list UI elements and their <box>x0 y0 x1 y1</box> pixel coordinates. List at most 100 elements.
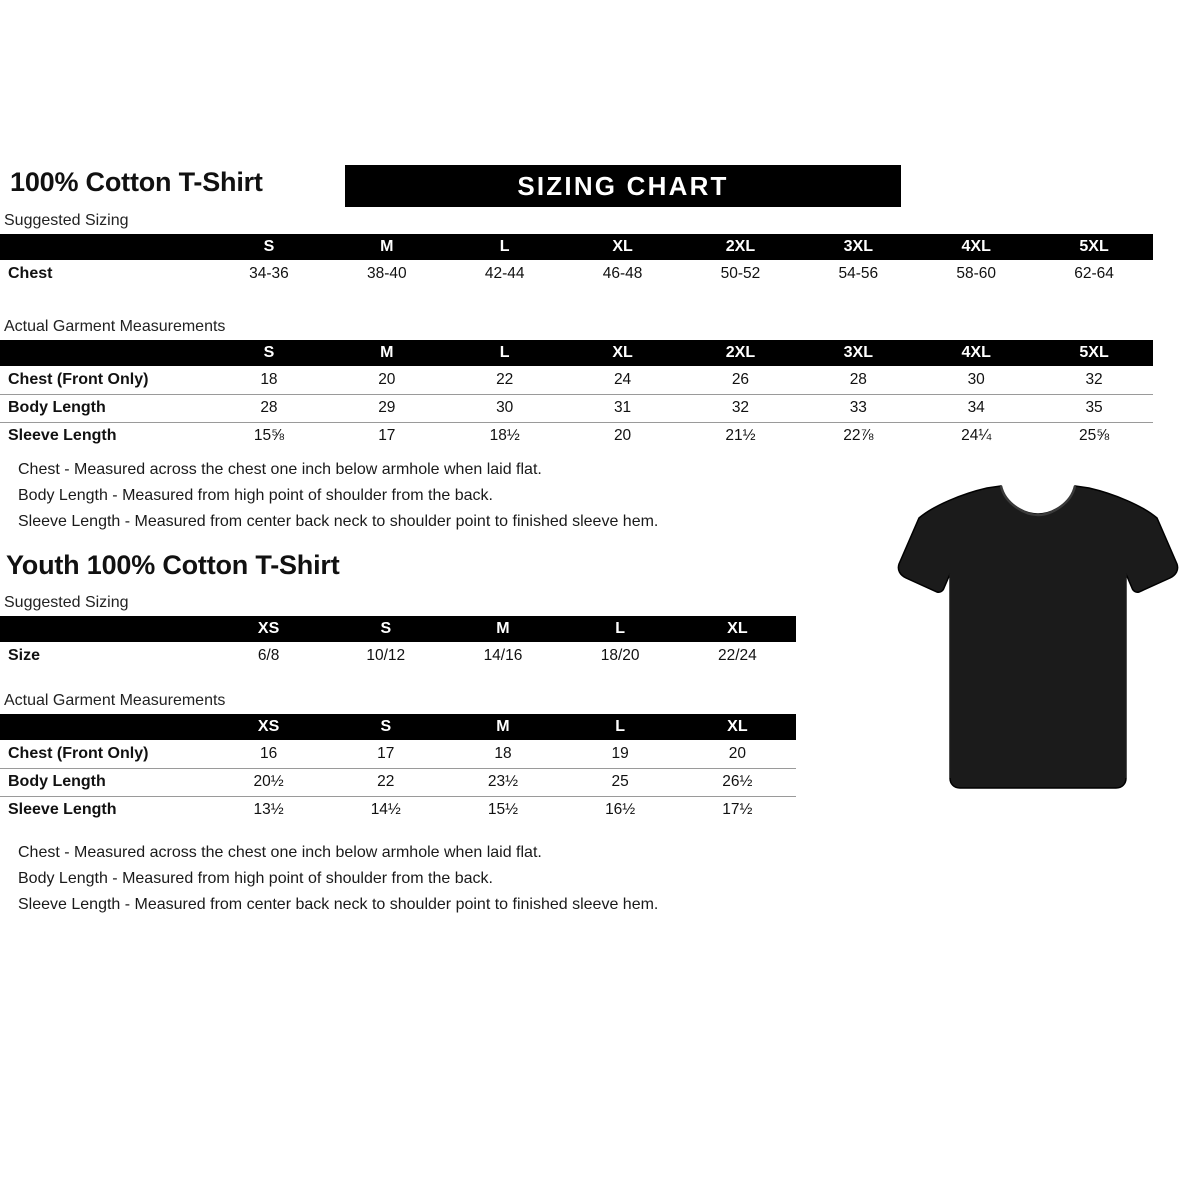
table-cell: 17½ <box>678 795 796 824</box>
table-cell: 22⅞ <box>799 421 918 450</box>
adult-suggested-sizing-table: S M L XL 2XL 3XL 4XL 5XL Chest 34-36 38-… <box>0 234 1153 288</box>
table-cell: 20 <box>728 744 746 762</box>
column-header: L <box>615 718 626 735</box>
column-header: 4XL <box>961 238 991 255</box>
sizing-chart-banner-label: SIZING CHART <box>517 170 729 201</box>
table-row: Size 6/8 10/12 14/16 18/20 22/24 <box>0 642 796 670</box>
row-label: Body Length <box>0 767 210 796</box>
column-header: XS <box>257 718 280 735</box>
note-line: Body Length - Measured from high point o… <box>18 487 493 504</box>
column-header: M <box>380 344 394 361</box>
column-header: S <box>380 718 392 735</box>
adult-suggested-sizing-label: Suggested Sizing <box>4 212 129 229</box>
table-cell: 13½ <box>210 795 328 824</box>
table-cell: 33 <box>799 393 918 422</box>
note-line: Body Length - Measured from high point o… <box>18 870 493 887</box>
table-cell: 20½ <box>210 767 328 796</box>
youth-garment-measurements-table: XS S M L XL Chest (Front Only) 16 17 18 … <box>0 714 796 824</box>
table-cell: 15½ <box>444 795 562 824</box>
table-row: Chest (Front Only) 16 17 18 19 20 <box>0 740 796 768</box>
table-cell: 14/16 <box>483 647 523 664</box>
table-row: Chest 34-36 38-40 42-44 46-48 50-52 54-5… <box>0 260 1153 288</box>
table-cell: 16 <box>259 744 278 762</box>
table-header-row: S M L XL 2XL 3XL 4XL 5XL <box>0 340 1153 366</box>
table-cell: 23½ <box>444 767 562 796</box>
adult-measurement-notes: Chest - Measured across the chest one in… <box>0 457 658 535</box>
column-header: S <box>263 238 275 255</box>
column-header: XS <box>257 620 280 637</box>
table-cell: 18½ <box>445 421 564 450</box>
column-header: 5XL <box>1079 344 1109 361</box>
column-header: 3XL <box>843 344 873 361</box>
table-cell: 20 <box>563 421 682 450</box>
table-cell: 22 <box>496 370 514 388</box>
sizing-chart-banner: SIZING CHART <box>345 165 901 207</box>
column-header: XL <box>727 620 748 637</box>
column-header-rowlabel <box>0 340 210 366</box>
row-label: Sleeve Length <box>0 795 210 824</box>
column-header: L <box>499 344 510 361</box>
table-row: Sleeve Length 15⅝ 17 18½ 20 21½ 22⅞ 24¼ … <box>0 421 1153 450</box>
table-cell: 32 <box>1085 370 1103 388</box>
column-header: XL <box>727 718 748 735</box>
table-cell: 24 <box>613 370 632 388</box>
table-cell: 38-40 <box>366 265 407 282</box>
youth-section-title: Youth 100% Cotton T-Shirt <box>6 550 340 580</box>
row-label: Body Length <box>0 393 210 422</box>
table-cell: 62-64 <box>1074 265 1114 282</box>
table-row: Chest (Front Only) 18 20 22 24 26 28 30 … <box>0 366 1153 394</box>
table-cell: 26½ <box>678 767 796 796</box>
adult-section-title: 100% Cotton T-Shirt <box>10 167 263 197</box>
column-header: 3XL <box>843 238 873 255</box>
column-header-rowlabel <box>0 234 210 260</box>
table-cell: 15⅝ <box>210 421 328 450</box>
note-line: Sleeve Length - Measured from center bac… <box>18 513 659 530</box>
youth-suggested-sizing-table: XS S M L XL Size 6/8 10/12 14/16 18/20 2… <box>0 616 796 670</box>
table-header-row: XS S M L XL <box>0 616 796 642</box>
table-cell: 28 <box>210 393 328 422</box>
table-cell: 18 <box>260 370 278 388</box>
column-header: 5XL <box>1079 238 1109 255</box>
table-cell: 17 <box>327 421 446 450</box>
table-cell: 29 <box>327 393 446 422</box>
table-cell: 58-60 <box>956 265 997 282</box>
table-cell: 25 <box>561 767 679 796</box>
row-label: Chest (Front Only) <box>8 370 149 388</box>
note-line: Chest - Measured across the chest one in… <box>18 844 542 861</box>
table-header-row: XS S M L XL <box>0 714 796 740</box>
column-header: S <box>380 620 392 637</box>
note-line: Chest - Measured across the chest one in… <box>18 461 542 478</box>
table-cell: 16½ <box>561 795 679 824</box>
row-label: Chest <box>8 265 53 282</box>
table-cell: 22 <box>327 767 445 796</box>
column-header: XL <box>612 344 633 361</box>
column-header-rowlabel <box>0 616 210 642</box>
note-line: Sleeve Length - Measured from center bac… <box>18 896 659 913</box>
adult-garment-measurements-table: S M L XL 2XL 3XL 4XL 5XL Chest (Front On… <box>0 340 1153 450</box>
table-cell: 30 <box>445 393 564 422</box>
table-row: Body Length 28 29 30 31 32 33 34 35 <box>0 393 1153 422</box>
table-cell: 10/12 <box>366 647 406 664</box>
table-cell: 18/20 <box>600 647 640 664</box>
column-header: M <box>496 620 510 637</box>
youth-measurement-notes: Chest - Measured across the chest one in… <box>0 840 658 918</box>
table-cell: 14½ <box>327 795 445 824</box>
column-header: L <box>499 238 510 255</box>
table-cell: 18 <box>494 744 512 762</box>
column-header: S <box>263 344 275 361</box>
column-header: 4XL <box>961 344 991 361</box>
adult-garment-measurements-label: Actual Garment Measurements <box>4 318 226 335</box>
table-cell: 30 <box>967 370 985 388</box>
table-cell: 28 <box>849 370 867 388</box>
row-label: Sleeve Length <box>0 421 210 450</box>
table-cell: 32 <box>681 393 800 422</box>
table-cell: 26 <box>731 370 750 388</box>
table-cell: 31 <box>563 393 682 422</box>
table-cell: 54-56 <box>838 265 879 282</box>
table-cell: 19 <box>611 744 629 762</box>
table-cell: 24¼ <box>917 421 1036 450</box>
column-header: L <box>615 620 626 637</box>
table-cell: 20 <box>378 370 396 388</box>
table-row: Body Length 20½ 22 23½ 25 26½ <box>0 767 796 796</box>
